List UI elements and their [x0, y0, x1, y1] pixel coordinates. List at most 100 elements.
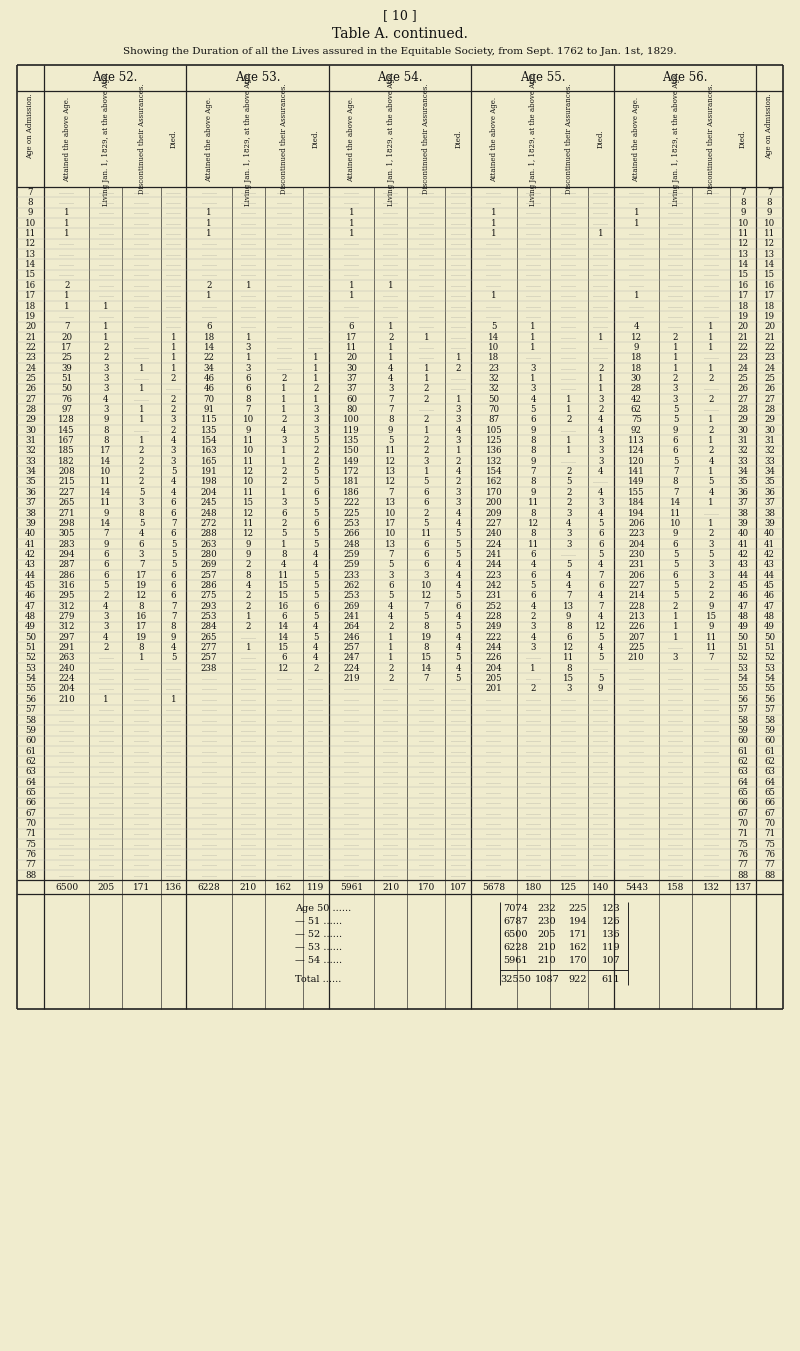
- Text: ........: ........: [703, 231, 719, 236]
- Text: 4: 4: [170, 488, 176, 497]
- Text: ........: ........: [343, 189, 359, 195]
- Text: 1: 1: [388, 632, 394, 642]
- Text: ........: ........: [343, 273, 359, 277]
- Text: ........: ........: [561, 345, 577, 350]
- Text: 225: 225: [343, 508, 360, 517]
- Text: 18: 18: [764, 301, 775, 311]
- Text: 5: 5: [313, 508, 318, 517]
- Text: ........: ........: [240, 242, 256, 246]
- Text: 6228: 6228: [198, 882, 221, 892]
- Text: ........: ........: [134, 769, 150, 774]
- Text: Discontinued their Assurances.: Discontinued their Assurances.: [707, 84, 715, 195]
- Text: ........: ........: [240, 800, 256, 805]
- Text: 1: 1: [281, 405, 286, 413]
- Text: 2: 2: [170, 374, 176, 382]
- Text: 214: 214: [628, 592, 645, 600]
- Text: 9: 9: [530, 457, 536, 466]
- Text: ........: ........: [628, 748, 644, 754]
- Text: 1: 1: [246, 281, 251, 290]
- Text: 4: 4: [103, 394, 109, 404]
- Text: ........: ........: [561, 189, 577, 195]
- Text: 5: 5: [313, 632, 318, 642]
- Text: 5: 5: [566, 561, 571, 569]
- Text: 92: 92: [631, 426, 642, 435]
- Text: 24: 24: [764, 363, 775, 373]
- Text: 3: 3: [103, 405, 109, 413]
- Text: 1: 1: [103, 323, 109, 331]
- Text: ........: ........: [98, 831, 114, 836]
- Text: ........: ........: [703, 511, 719, 516]
- Text: 6: 6: [598, 530, 603, 538]
- Text: ........: ........: [240, 862, 256, 867]
- Text: 206: 206: [628, 519, 645, 528]
- Text: ........: ........: [166, 717, 182, 723]
- Text: 22: 22: [25, 343, 36, 351]
- Text: ........: ........: [628, 697, 644, 701]
- Text: Attained the above Age.: Attained the above Age.: [632, 96, 640, 181]
- Text: ........: ........: [418, 842, 434, 847]
- Text: 17: 17: [385, 519, 396, 528]
- Text: 4: 4: [455, 519, 461, 528]
- Text: ........: ........: [134, 324, 150, 330]
- Text: ........: ........: [276, 862, 292, 867]
- Text: 2: 2: [530, 612, 536, 621]
- Text: ........: ........: [276, 220, 292, 226]
- Text: ........: ........: [486, 831, 502, 836]
- Text: ........: ........: [98, 759, 114, 763]
- Text: 9: 9: [766, 208, 772, 218]
- Text: ........: ........: [525, 282, 541, 288]
- Text: 1: 1: [281, 539, 286, 549]
- Text: 51: 51: [25, 643, 36, 653]
- Text: 135: 135: [343, 436, 360, 444]
- Text: 5: 5: [530, 581, 536, 590]
- Text: 7: 7: [388, 550, 394, 559]
- Text: ........: ........: [308, 189, 324, 195]
- Text: 154: 154: [486, 467, 502, 476]
- Text: 269: 269: [201, 561, 218, 569]
- Text: ........: ........: [58, 862, 74, 867]
- Text: ........: ........: [486, 200, 502, 205]
- Text: ........: ........: [276, 686, 292, 692]
- Text: ........: ........: [166, 273, 182, 277]
- Text: 1: 1: [708, 363, 714, 373]
- Text: 10: 10: [385, 508, 396, 517]
- Text: ........: ........: [628, 707, 644, 712]
- Text: 45: 45: [738, 581, 749, 590]
- Text: ........: ........: [343, 748, 359, 754]
- Text: ........: ........: [486, 842, 502, 847]
- Text: ........: ........: [628, 189, 644, 195]
- Text: ........: ........: [667, 873, 683, 878]
- Text: 5: 5: [281, 530, 286, 538]
- Text: 36: 36: [25, 488, 36, 497]
- Text: 7: 7: [246, 405, 251, 413]
- Text: 6: 6: [246, 384, 251, 393]
- Text: 2: 2: [455, 477, 461, 486]
- Text: 17: 17: [136, 570, 147, 580]
- Text: ........: ........: [382, 852, 398, 857]
- Text: 5: 5: [673, 592, 678, 600]
- Text: ........: ........: [166, 842, 182, 847]
- Text: ........: ........: [134, 304, 150, 308]
- Text: 15: 15: [278, 592, 290, 600]
- Text: ........: ........: [593, 273, 609, 277]
- Text: ........: ........: [134, 697, 150, 701]
- Text: 5: 5: [388, 561, 394, 569]
- Text: ........: ........: [58, 831, 74, 836]
- Text: ........: ........: [134, 852, 150, 857]
- Text: 3: 3: [246, 343, 251, 351]
- Text: 39: 39: [62, 363, 72, 373]
- Text: 9: 9: [598, 685, 603, 693]
- Text: ........: ........: [276, 304, 292, 308]
- Text: 37: 37: [738, 499, 749, 507]
- Text: 9: 9: [673, 530, 678, 538]
- Text: 13: 13: [563, 601, 574, 611]
- Text: 1: 1: [349, 281, 354, 290]
- Text: 2: 2: [170, 394, 176, 404]
- Text: ........: ........: [667, 728, 683, 732]
- Text: ........: ........: [450, 376, 466, 381]
- Text: 22: 22: [764, 343, 775, 351]
- Text: 185: 185: [58, 446, 75, 455]
- Text: 11: 11: [527, 499, 538, 507]
- Text: ........: ........: [486, 738, 502, 743]
- Text: ........: ........: [166, 800, 182, 805]
